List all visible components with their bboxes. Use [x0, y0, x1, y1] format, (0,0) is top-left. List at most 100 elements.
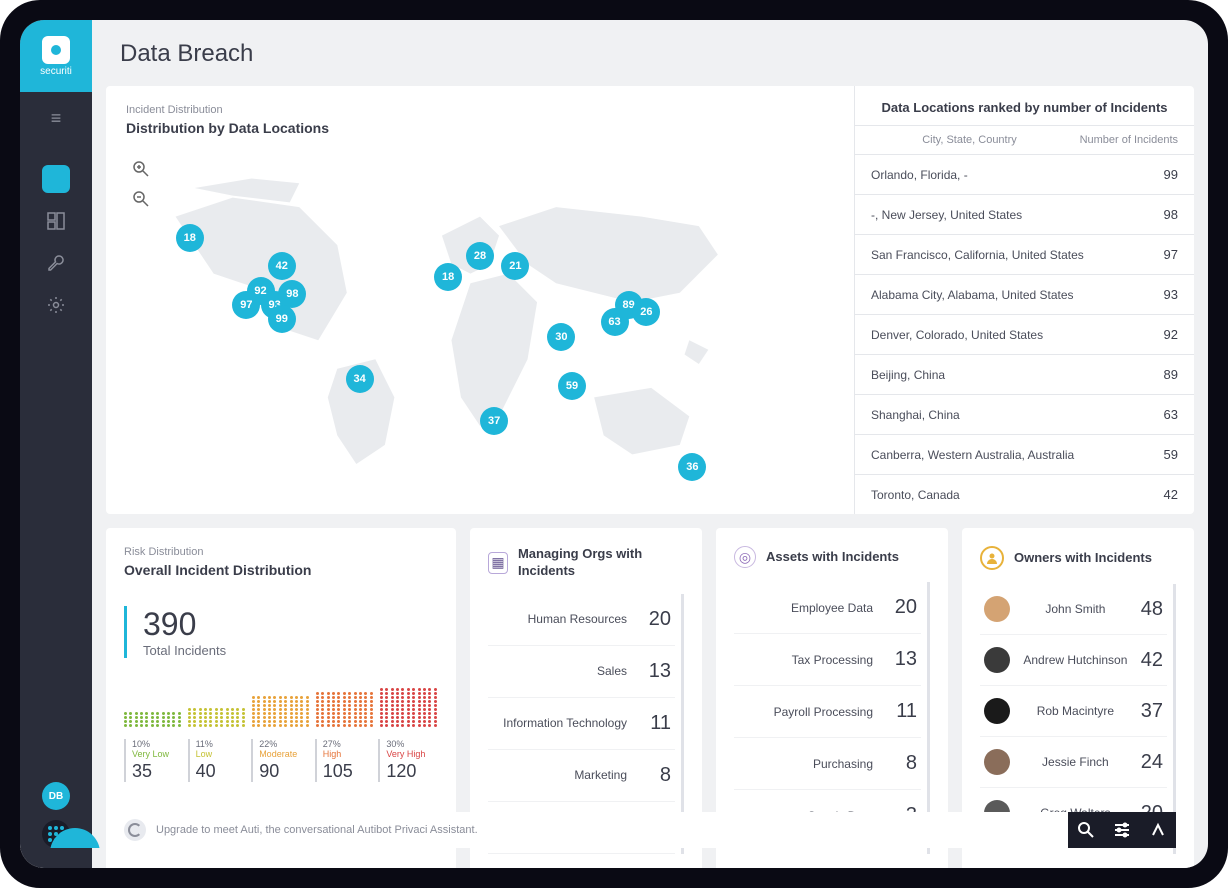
nav-item-panels[interactable]: [42, 207, 70, 235]
risk-legend: 10%Very Low3511%Low4022%Moderate9027%Hig…: [124, 739, 438, 782]
nav-item-tools[interactable]: [42, 249, 70, 277]
map-marker[interactable]: 18: [176, 224, 204, 252]
location-name: Shanghai, China: [871, 408, 1164, 422]
list-item[interactable]: Employee Data20: [734, 582, 921, 634]
item-value: 8: [885, 752, 917, 775]
list-item[interactable]: Payroll Processing11: [734, 686, 921, 738]
logo-icon: [42, 36, 70, 64]
location-row[interactable]: San Francisco, California, United States…: [855, 235, 1194, 275]
risk-value: 105: [323, 761, 375, 782]
owner-row[interactable]: Jessie Finch24: [980, 737, 1167, 788]
locations-columns: City, State, Country Number of Incidents: [855, 126, 1194, 155]
location-row[interactable]: Orlando, Florida, -99: [855, 155, 1194, 195]
map-panel-title: Distribution by Data Locations: [126, 120, 834, 136]
location-count: 89: [1164, 367, 1178, 382]
location-name: Canberra, Western Australia, Australia: [871, 448, 1164, 462]
item-label: Tax Processing: [738, 653, 885, 667]
map-marker[interactable]: 99: [268, 305, 296, 333]
map-marker[interactable]: 42: [268, 252, 296, 280]
map-marker[interactable]: 26: [632, 298, 660, 326]
list-item[interactable]: Purchasing8: [734, 738, 921, 790]
device-frame: securiti ≡ DB Data Breach Incident Distr…: [0, 0, 1228, 888]
location-name: Denver, Colorado, United States: [871, 328, 1164, 342]
person-icon: [980, 546, 1004, 570]
bottom-bar-text: Upgrade to meet Auti, the conversational…: [156, 824, 1068, 836]
map-panel: Incident Distribution Distribution by Da…: [106, 86, 854, 514]
map-marker[interactable]: 59: [558, 372, 586, 400]
location-row[interactable]: Beijing, China89: [855, 355, 1194, 395]
location-count: 98: [1164, 207, 1178, 222]
map-panel-label: Incident Distribution: [126, 104, 834, 116]
owner-value: 48: [1141, 598, 1163, 621]
assets-title: Assets with Incidents: [766, 549, 899, 566]
owner-avatar: [984, 596, 1010, 622]
owner-row[interactable]: Rob Macintyre37: [980, 686, 1167, 737]
search-icon[interactable]: [1068, 812, 1104, 848]
list-item[interactable]: Information Technology11: [488, 698, 675, 750]
content-area: Incident Distribution Distribution by Da…: [92, 86, 1208, 868]
main-content: Data Breach Incident Distribution Distri…: [92, 20, 1208, 868]
locations-list[interactable]: Orlando, Florida, -99-, New Jersey, Unit…: [855, 155, 1194, 514]
map-marker[interactable]: 30: [547, 323, 575, 351]
world-map[interactable]: 184292979398991828213034376389265936: [126, 150, 834, 502]
location-name: San Francisco, California, United States: [871, 248, 1164, 262]
location-row[interactable]: Canberra, Western Australia, Australia59: [855, 435, 1194, 475]
map-marker[interactable]: 97: [232, 291, 260, 319]
map-marker[interactable]: 37: [480, 407, 508, 435]
item-value: 13: [639, 660, 671, 683]
location-count: 99: [1164, 167, 1178, 182]
list-item[interactable]: Sales13: [488, 646, 675, 698]
list-item[interactable]: Tax Processing13: [734, 634, 921, 686]
risk-value: 90: [259, 761, 311, 782]
map-marker[interactable]: 34: [346, 365, 374, 393]
risk-level-name: Moderate: [259, 749, 311, 759]
owner-avatar: [984, 647, 1010, 673]
calendar-icon: ▦: [488, 552, 508, 574]
item-label: Employee Data: [738, 601, 885, 615]
owner-row[interactable]: John Smith48: [980, 584, 1167, 635]
brand-logo[interactable]: securiti: [20, 20, 92, 92]
filter-icon[interactable]: [1104, 812, 1140, 848]
item-label: Human Resources: [492, 612, 639, 626]
risk-pct: 10%: [132, 739, 184, 749]
item-value: 8: [639, 764, 671, 787]
list-item[interactable]: Human Resources20: [488, 594, 675, 646]
location-row[interactable]: Toronto, Canada42: [855, 475, 1194, 514]
risk-cell: 11%Low40: [188, 739, 248, 782]
location-row[interactable]: Shanghai, China63: [855, 395, 1194, 435]
owners-head: Owners with Incidents: [980, 546, 1176, 570]
decorative-peak: [40, 828, 112, 848]
item-value: 11: [885, 700, 917, 723]
nav-item-dashboard[interactable]: [42, 165, 70, 193]
dot-column: [252, 684, 310, 727]
owners-title: Owners with Incidents: [1014, 550, 1152, 567]
user-avatar[interactable]: DB: [42, 782, 70, 810]
zoom-out-icon[interactable]: [130, 188, 152, 210]
risk-cell: 27%High105: [315, 739, 375, 782]
owner-avatar: [984, 749, 1010, 775]
nav-item-settings[interactable]: [42, 291, 70, 319]
nav-items: [42, 165, 70, 319]
location-row[interactable]: -, New Jersey, United States98: [855, 195, 1194, 235]
menu-toggle-icon[interactable]: ≡: [51, 108, 62, 129]
zoom-in-icon[interactable]: [130, 158, 152, 180]
top-row: Incident Distribution Distribution by Da…: [106, 86, 1194, 514]
location-count: 59: [1164, 447, 1178, 462]
dot-column: [188, 684, 246, 727]
map-marker[interactable]: 18: [434, 263, 462, 291]
orgs-head: ▦ Managing Orgs with Incidents: [488, 546, 684, 580]
expand-icon[interactable]: [1140, 812, 1176, 848]
location-count: 93: [1164, 287, 1178, 302]
owner-row[interactable]: Andrew Hutchinson42: [980, 635, 1167, 686]
location-row[interactable]: Alabama City, Alabama, United States93: [855, 275, 1194, 315]
list-item[interactable]: Marketing8: [488, 750, 675, 802]
location-count: 97: [1164, 247, 1178, 262]
owner-value: 37: [1141, 700, 1163, 723]
dot-chart: [124, 684, 438, 727]
chat-icon[interactable]: [124, 819, 146, 841]
map-marker[interactable]: 36: [678, 453, 706, 481]
item-label: Information Technology: [492, 716, 639, 730]
location-row[interactable]: Denver, Colorado, United States92: [855, 315, 1194, 355]
map-marker[interactable]: 21: [501, 252, 529, 280]
map-marker[interactable]: 28: [466, 242, 494, 270]
